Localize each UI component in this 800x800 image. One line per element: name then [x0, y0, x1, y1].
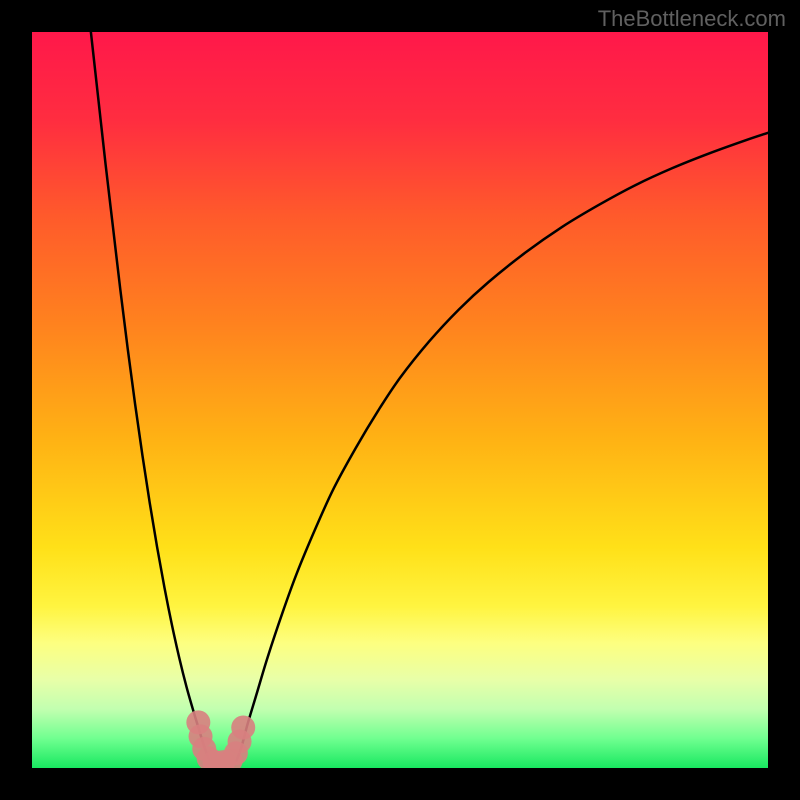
plot-area	[32, 32, 768, 768]
marker-dot	[231, 716, 255, 740]
plot-svg	[32, 32, 768, 768]
chart-container: TheBottleneck.com	[0, 0, 800, 800]
watermark-text: TheBottleneck.com	[598, 6, 786, 32]
gradient-background	[32, 32, 768, 768]
